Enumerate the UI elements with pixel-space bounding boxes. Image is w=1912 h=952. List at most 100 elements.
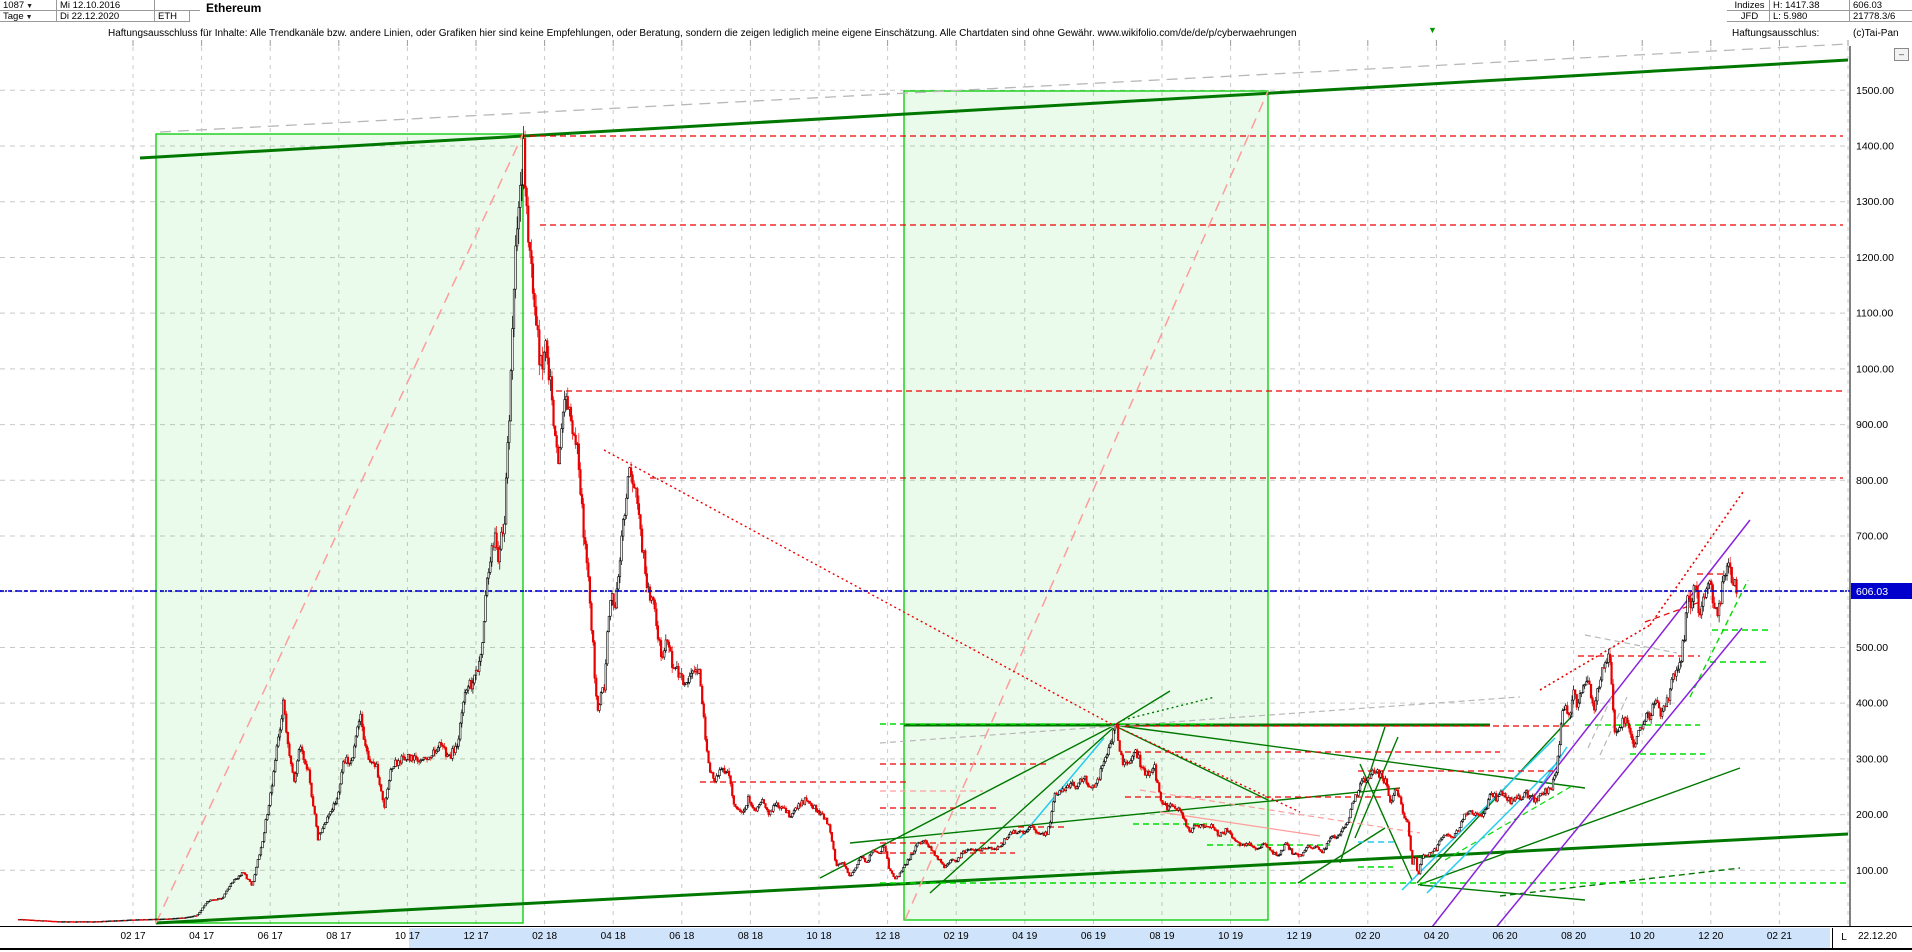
time-axis-label: 10 20	[1629, 931, 1655, 942]
last-price-header-value: 606.03	[1850, 0, 1912, 11]
date-to-field[interactable]: Di 22.12.2020	[57, 11, 155, 22]
time-axis-label: 06 19	[1080, 931, 1106, 942]
period-low-value: L: 5.980	[1770, 11, 1850, 22]
time-axis-label: 12 18	[875, 931, 901, 942]
trend-line-dg	[1297, 827, 1386, 884]
y-axis-label: 1200.00	[1856, 252, 1894, 264]
y-axis-label: 200.00	[1856, 809, 1888, 821]
time-axis-label: 10 18	[806, 931, 832, 942]
y-axis-label: 1000.00	[1856, 363, 1894, 375]
last-bar-marker-icon[interactable]: ▼	[1428, 25, 1437, 35]
y-axis-label: 300.00	[1856, 753, 1888, 765]
trend-line-bg	[1689, 579, 1749, 698]
trend-line-dg	[1416, 715, 1573, 884]
trend-line-gy	[1587, 689, 1616, 749]
trend-line-cy	[1019, 737, 1105, 839]
volume-value: 21778.3/6	[1850, 11, 1912, 22]
trend-line-dg	[1354, 736, 1399, 839]
y-axis-label: 1300.00	[1856, 196, 1894, 208]
trend-line-gy	[159, 43, 1849, 133]
chevron-down-icon: ▼	[25, 14, 33, 21]
trend-line-dg	[1112, 724, 1586, 789]
time-axis-label: 08 17	[326, 931, 352, 942]
y-axis-label: 700.00	[1856, 531, 1888, 543]
time-axis-label: 06 18	[669, 931, 695, 942]
trend-line-dg	[1122, 696, 1216, 721]
time-axis-selected-range[interactable]	[409, 928, 1830, 948]
chevron-down-icon: ▼	[26, 3, 34, 10]
time-axis-label: 04 17	[189, 931, 215, 942]
time-axis-label: 06 17	[257, 931, 283, 942]
time-axis-label: 10 17	[394, 931, 420, 942]
trend-line-dg	[1339, 726, 1386, 864]
trend-line-pu	[1488, 627, 1743, 937]
y-axis-label: 100.00	[1856, 865, 1888, 877]
period-high-value: H: 1417.38	[1770, 0, 1850, 11]
trend-line-rd	[603, 449, 1114, 726]
copyright-label: (c)Tai-Pan	[1853, 28, 1899, 39]
axis-mode-button[interactable]: L	[1832, 928, 1855, 948]
time-axis-label: 02 18	[532, 931, 558, 942]
time-axis-label: 04 19	[1012, 931, 1038, 942]
header-spacer-1	[155, 0, 200, 11]
trend-line-bg	[1444, 785, 1573, 861]
trend-line-rd	[1112, 724, 1301, 813]
time-axis-label: 02 20	[1355, 931, 1381, 942]
time-axis-label: 02 19	[943, 931, 969, 942]
trend-line-pu	[1424, 519, 1751, 937]
period-dropdown[interactable]: Tage ▼	[0, 11, 57, 22]
trend-line-cy	[1426, 759, 1561, 894]
time-axis-label: 08 19	[1149, 931, 1175, 942]
time-axis-label: 06 20	[1492, 931, 1518, 942]
trend-line-dg	[1499, 867, 1741, 897]
trend-line-dg	[929, 727, 1114, 894]
time-axis-label: 08 18	[737, 931, 763, 942]
bars-count-dropdown[interactable]: 1087 ▼	[0, 0, 57, 11]
trend-line-dg	[1359, 763, 1413, 881]
time-axis-label: 04 20	[1423, 931, 1449, 942]
time-axis-label: 08 20	[1561, 931, 1587, 942]
y-axis-label: 1500.00	[1856, 85, 1894, 97]
trend-line-pr	[904, 90, 1269, 921]
last-price-tag	[1851, 583, 1912, 599]
collapse-scale-button[interactable]: –	[1894, 48, 1909, 61]
time-axis-label: 12 20	[1698, 931, 1724, 942]
time-axis-label: 12 19	[1286, 931, 1312, 942]
y-axis-label: 400.00	[1856, 698, 1888, 710]
y-axis-label: 900.00	[1856, 419, 1888, 431]
last-date-label: 22.12.20	[1858, 931, 1897, 942]
trend-line-dg	[139, 58, 1849, 160]
trend-line-dg	[1112, 724, 1269, 801]
y-axis-label: 1400.00	[1856, 141, 1894, 153]
time-axis-label: 02 21	[1766, 931, 1792, 942]
time-axis-label: 02 17	[120, 931, 146, 942]
disclaimer-text: Haftungsausschluss für Inhalte: Alle Tre…	[108, 28, 1297, 39]
indizes-label[interactable]: Indizes	[1727, 0, 1770, 11]
trend-line-dg	[819, 725, 1114, 879]
instrument-title: Ethereum	[202, 1, 266, 15]
trend-line-dg	[1419, 884, 1586, 901]
time-axis-label: 10 19	[1218, 931, 1244, 942]
trend-line-rd	[1539, 624, 1651, 691]
trend-line-pr	[1139, 789, 1421, 834]
trend-line-dg	[1112, 690, 1171, 727]
candles-down	[17, 130, 1738, 923]
trend-line-pr	[1159, 811, 1321, 837]
trend-line-gy	[1584, 634, 1678, 654]
disclaimer-label: Haftungsausschlus:	[1732, 28, 1820, 39]
chart-header: 1087 ▼ Mi 12.10.2016 Tage ▼ Di 22.12.2020 …	[0, 0, 1912, 22]
time-axis-label: 04 18	[600, 931, 626, 942]
last-price-tag-text: 606.03	[1856, 586, 1888, 598]
trend-line-dg	[155, 832, 1849, 925]
y-axis-label: 800.00	[1856, 475, 1888, 487]
trend-line-rd	[1649, 491, 1744, 626]
disclaimer-row: Haftungsausschluss für Inhalte: Alle Tre…	[0, 22, 1912, 46]
time-axis[interactable]: 02 17 04 17 06 17 08 17 10 17 12 17 02 18 04 18…	[0, 926, 1912, 950]
y-axis-label: 500.00	[1856, 642, 1888, 654]
trend-line-pr	[155, 133, 524, 924]
broker-label[interactable]: JFD	[1727, 11, 1770, 22]
time-axis-label: 12 17	[463, 931, 489, 942]
date-from-field[interactable]: Mi 12.10.2016	[57, 0, 155, 11]
